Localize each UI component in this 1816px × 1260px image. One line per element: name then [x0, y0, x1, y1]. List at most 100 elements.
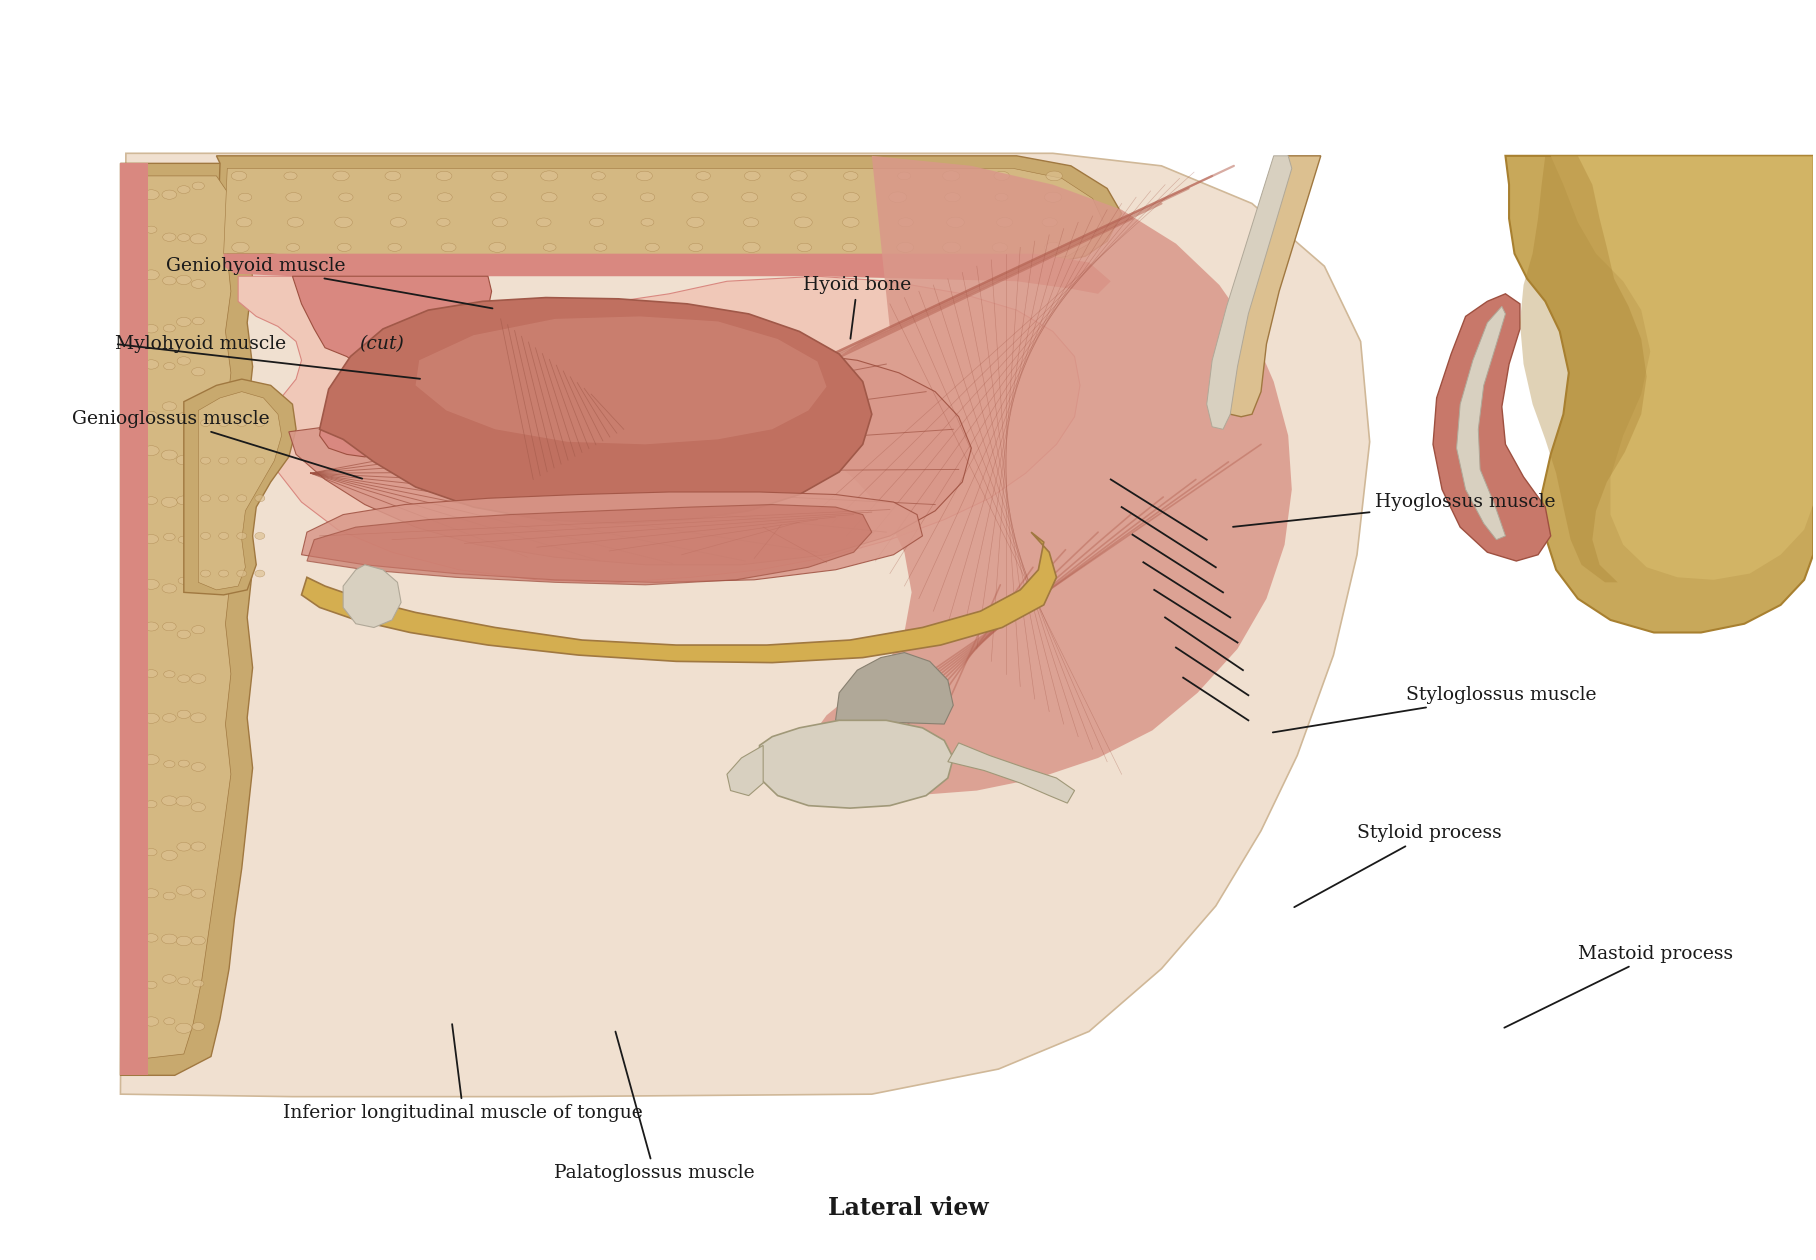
Ellipse shape — [145, 231, 158, 238]
Ellipse shape — [200, 457, 211, 464]
Polygon shape — [289, 352, 972, 564]
Ellipse shape — [145, 586, 158, 593]
Ellipse shape — [191, 232, 205, 241]
Ellipse shape — [743, 193, 757, 202]
Ellipse shape — [541, 171, 554, 180]
Ellipse shape — [1048, 193, 1062, 202]
Ellipse shape — [434, 193, 450, 202]
Ellipse shape — [489, 192, 507, 203]
Polygon shape — [223, 253, 1111, 294]
Text: Lateral view: Lateral view — [828, 1196, 988, 1220]
Ellipse shape — [238, 243, 252, 252]
Ellipse shape — [162, 882, 176, 892]
Ellipse shape — [192, 852, 203, 858]
Ellipse shape — [176, 268, 191, 278]
Ellipse shape — [254, 495, 265, 501]
Ellipse shape — [948, 242, 964, 252]
Ellipse shape — [192, 271, 203, 278]
Text: Mylohyoid muscle: Mylohyoid muscle — [114, 335, 292, 353]
Polygon shape — [416, 316, 826, 445]
Ellipse shape — [794, 243, 810, 252]
Ellipse shape — [696, 193, 710, 202]
Ellipse shape — [692, 171, 706, 180]
Ellipse shape — [176, 930, 191, 939]
Ellipse shape — [843, 171, 861, 181]
Ellipse shape — [163, 276, 176, 284]
Ellipse shape — [145, 499, 156, 507]
Ellipse shape — [163, 489, 174, 496]
Text: Palatoglossus muscle: Palatoglossus muscle — [554, 1032, 755, 1182]
Ellipse shape — [200, 570, 211, 577]
Ellipse shape — [944, 218, 959, 227]
Ellipse shape — [696, 218, 710, 227]
Ellipse shape — [236, 495, 247, 501]
Ellipse shape — [191, 719, 205, 728]
Polygon shape — [120, 154, 1369, 1096]
Ellipse shape — [236, 420, 247, 426]
Ellipse shape — [176, 805, 191, 814]
Polygon shape — [343, 564, 401, 627]
Ellipse shape — [340, 243, 356, 252]
Ellipse shape — [643, 242, 659, 252]
Ellipse shape — [218, 457, 229, 464]
Ellipse shape — [387, 218, 401, 226]
Ellipse shape — [163, 759, 174, 765]
Text: Styloid process: Styloid process — [1295, 824, 1502, 907]
Polygon shape — [759, 721, 953, 808]
Polygon shape — [120, 164, 256, 1075]
Ellipse shape — [841, 193, 857, 202]
Ellipse shape — [192, 804, 203, 811]
Ellipse shape — [145, 842, 158, 849]
Ellipse shape — [745, 243, 761, 252]
Ellipse shape — [145, 936, 158, 944]
Ellipse shape — [162, 1022, 176, 1031]
Ellipse shape — [143, 360, 158, 370]
Ellipse shape — [176, 412, 191, 421]
Ellipse shape — [948, 171, 962, 180]
Text: Hyoid bone: Hyoid bone — [803, 276, 912, 339]
Ellipse shape — [992, 171, 1010, 181]
Ellipse shape — [336, 218, 349, 226]
Ellipse shape — [792, 193, 808, 202]
Ellipse shape — [1044, 217, 1062, 228]
Ellipse shape — [176, 975, 192, 985]
Ellipse shape — [192, 1022, 205, 1029]
Ellipse shape — [287, 218, 300, 227]
Ellipse shape — [383, 242, 400, 252]
Ellipse shape — [143, 887, 160, 897]
Ellipse shape — [143, 180, 160, 190]
Ellipse shape — [441, 243, 454, 252]
Polygon shape — [1456, 306, 1505, 539]
Ellipse shape — [238, 218, 252, 227]
Ellipse shape — [163, 580, 174, 587]
Ellipse shape — [200, 533, 211, 539]
Ellipse shape — [999, 243, 1013, 251]
Polygon shape — [799, 156, 1291, 795]
Ellipse shape — [895, 218, 908, 226]
Ellipse shape — [585, 242, 603, 252]
Polygon shape — [292, 276, 492, 457]
Ellipse shape — [163, 319, 176, 326]
Polygon shape — [320, 297, 872, 523]
Ellipse shape — [538, 243, 552, 252]
Polygon shape — [216, 156, 1122, 266]
Ellipse shape — [143, 751, 158, 760]
Ellipse shape — [254, 420, 265, 426]
Ellipse shape — [145, 1027, 156, 1034]
Polygon shape — [726, 746, 763, 795]
Polygon shape — [835, 653, 953, 724]
Ellipse shape — [794, 170, 812, 181]
Ellipse shape — [191, 891, 207, 901]
Ellipse shape — [178, 886, 191, 893]
Ellipse shape — [176, 234, 191, 243]
Ellipse shape — [192, 669, 203, 675]
Polygon shape — [1206, 156, 1291, 430]
Ellipse shape — [739, 171, 757, 181]
Ellipse shape — [192, 930, 205, 939]
Text: Genioglossus muscle: Genioglossus muscle — [71, 411, 361, 479]
Ellipse shape — [192, 764, 203, 771]
Ellipse shape — [534, 192, 552, 203]
Polygon shape — [140, 176, 234, 1058]
Polygon shape — [223, 169, 1104, 262]
Ellipse shape — [218, 420, 229, 426]
